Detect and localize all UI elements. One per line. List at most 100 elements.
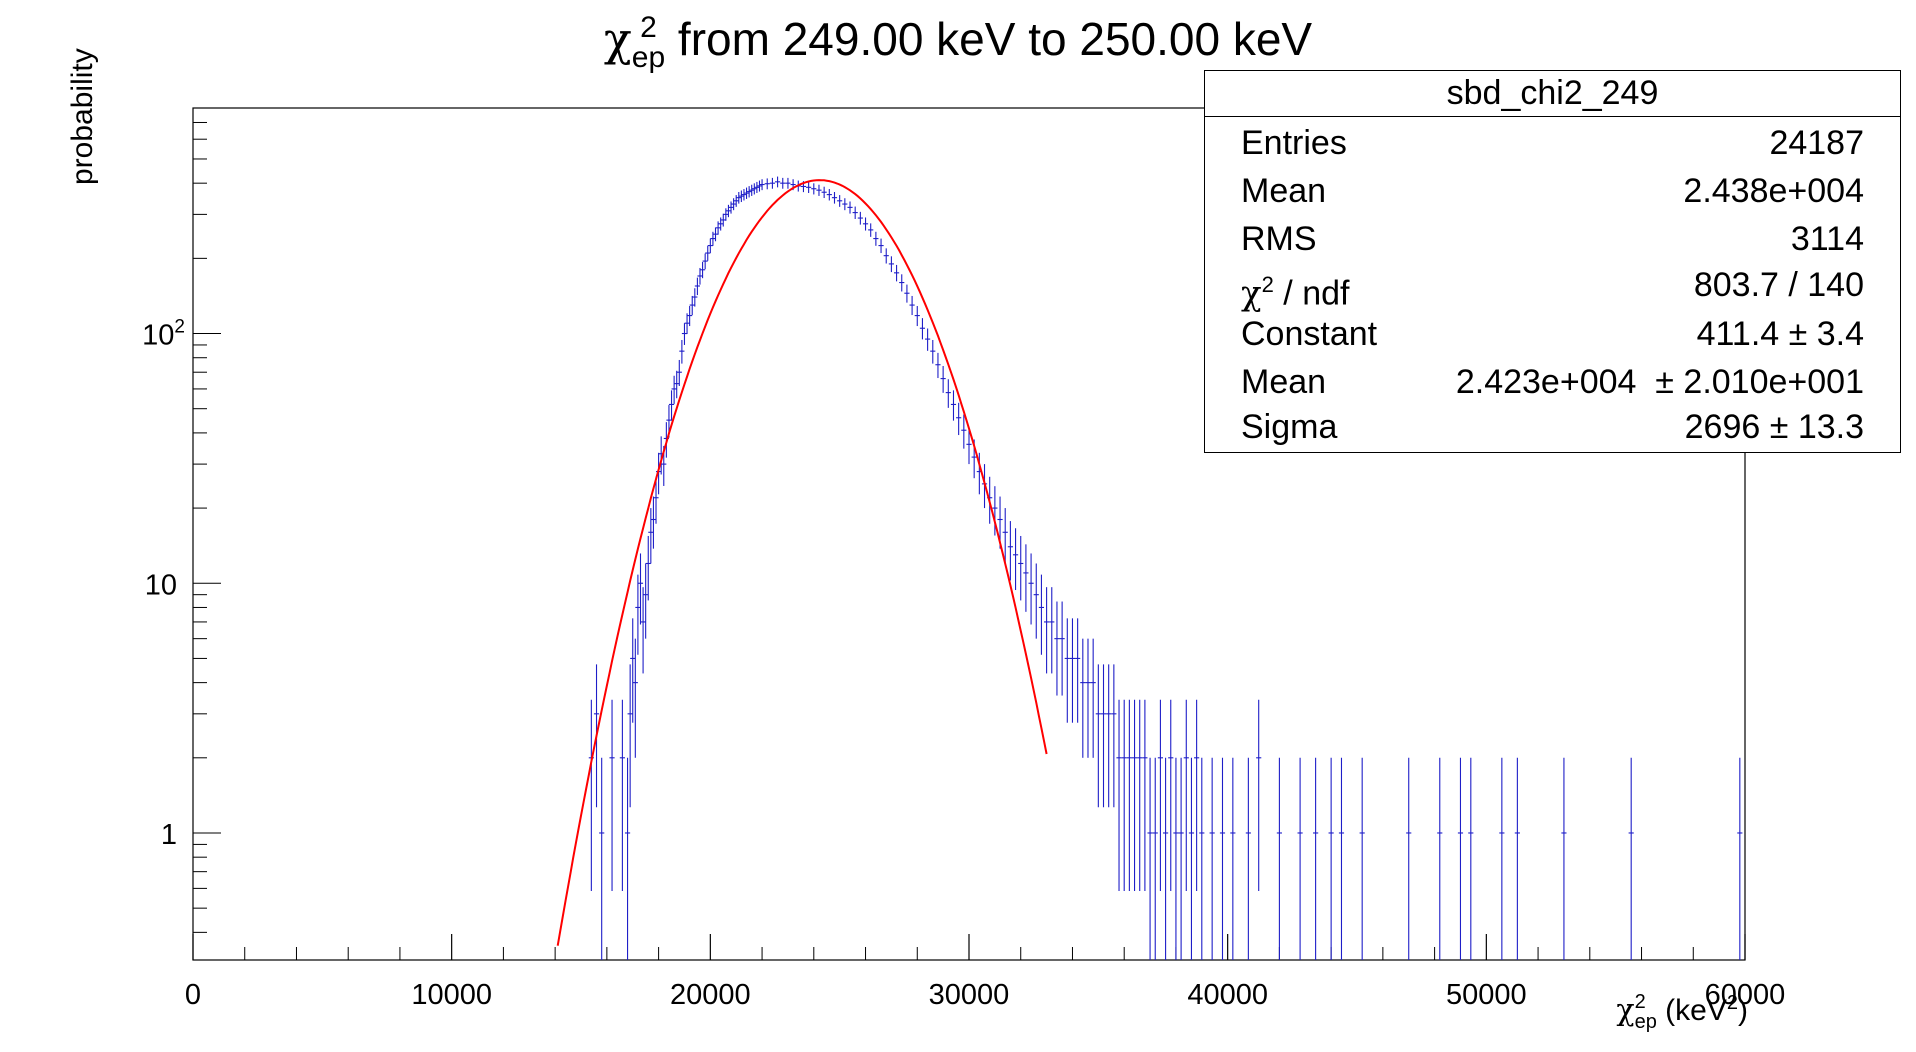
data-point	[1126, 699, 1132, 891]
data-point	[857, 211, 863, 225]
data-point	[702, 253, 708, 270]
data-point	[1121, 699, 1127, 891]
data-point	[609, 699, 615, 891]
data-point	[749, 184, 755, 196]
data-point	[653, 476, 659, 524]
data-point	[966, 427, 972, 465]
data-point	[731, 198, 737, 211]
xlabel-sup: 2	[1634, 991, 1646, 1014]
data-point	[878, 238, 884, 254]
data-point	[1080, 638, 1086, 758]
data-point	[1514, 757, 1520, 960]
chart-title: χ 2 ep from 249.00 keV to 250.00 keV	[0, 12, 1916, 73]
data-point	[764, 178, 770, 190]
data-point	[687, 306, 693, 327]
data-point	[630, 618, 636, 723]
data-point	[1437, 757, 1443, 960]
data-point	[648, 508, 654, 564]
data-point	[1628, 757, 1634, 960]
data-point	[741, 189, 747, 201]
data-point	[645, 535, 651, 601]
data-point	[785, 177, 791, 189]
data-point	[1023, 544, 1029, 612]
stats-label: Mean	[1241, 172, 1327, 210]
data-point	[904, 284, 910, 303]
data-point	[1100, 664, 1107, 808]
data-point	[831, 192, 838, 204]
data-point	[725, 204, 732, 218]
stats-value: 2.423e+004 ± 2.010e+001	[1455, 363, 1864, 401]
xlabel-unit-sup: 2	[1726, 992, 1738, 1014]
data-point	[1075, 618, 1081, 723]
data-point	[756, 180, 763, 192]
data-point	[1406, 757, 1412, 960]
data-point	[1007, 521, 1013, 581]
stats-title: sbd_chi2_249	[1205, 71, 1900, 117]
data-point	[1230, 757, 1236, 960]
data-point	[1049, 587, 1055, 674]
data-point	[780, 177, 786, 189]
data-point	[1038, 574, 1045, 655]
stats-row-chi2-ndf: χ2 / ndf 803.7 / 140	[1241, 265, 1864, 313]
data-point	[847, 201, 853, 214]
stats-label: Mean	[1241, 363, 1327, 401]
data-point	[712, 227, 719, 242]
stats-value: 2.438e+004	[1683, 172, 1864, 210]
data-point	[692, 288, 698, 307]
axes: 0 10000 20000 30000 40000 50000 60000 1 10 102	[142, 107, 1785, 1011]
data-point	[723, 208, 729, 221]
data-point	[1018, 535, 1024, 601]
title-text: from 249.00 keV to 250.00 keV	[665, 13, 1313, 65]
title-symbol: χ	[603, 12, 632, 66]
data-point	[743, 187, 750, 199]
data-point	[1338, 757, 1345, 960]
data-point	[635, 574, 641, 655]
stats-label: Constant	[1241, 315, 1378, 353]
data-point	[689, 295, 695, 316]
xlabel-symbol: χ	[1616, 993, 1635, 1028]
data-point	[650, 496, 657, 549]
stats-label: Sigma	[1241, 408, 1338, 446]
data-point	[914, 306, 920, 327]
chi-rest: / ndf	[1273, 274, 1350, 313]
x-tick-label: 0	[185, 979, 201, 1011]
data-point	[674, 370, 680, 399]
data-point	[873, 231, 879, 246]
data-point	[852, 206, 858, 219]
data-point	[736, 192, 742, 204]
stats-value: 411.4 ± 3.4	[1696, 315, 1864, 353]
data-point	[707, 238, 713, 254]
data-point	[1199, 757, 1205, 960]
stats-row-sigma: Sigma 2696 ± 13.3	[1241, 407, 1864, 447]
data-point	[806, 181, 812, 193]
data-point	[1256, 699, 1262, 891]
data-point	[754, 181, 760, 193]
data-point	[1209, 757, 1215, 960]
data-point	[1194, 699, 1200, 891]
data-point	[1297, 757, 1303, 960]
data-point	[671, 375, 677, 404]
data-point	[1152, 757, 1158, 960]
data-point	[643, 563, 649, 639]
data-point	[1561, 757, 1567, 960]
data-point	[1033, 563, 1039, 639]
stats-value: 3114	[1790, 220, 1864, 258]
data-point	[1457, 757, 1464, 960]
x-axis-label: χ 2 ep (keV2)	[1616, 992, 1748, 1032]
data-point	[940, 366, 946, 393]
data-point	[694, 277, 700, 296]
data-point	[992, 486, 998, 536]
data-point	[1090, 638, 1096, 758]
stats-box: sbd_chi2_249 Entries 24187 Mean 2.438e+0…	[1204, 70, 1901, 453]
data-point	[1178, 757, 1184, 960]
xlabel-text: (keV	[1656, 994, 1727, 1027]
data-point	[1012, 528, 1019, 591]
data-point	[1313, 757, 1319, 960]
data-point	[1276, 757, 1282, 960]
x-tick-label: 40000	[1187, 979, 1268, 1011]
data-point	[624, 757, 631, 960]
data-point	[1085, 638, 1091, 758]
data-point	[956, 402, 962, 436]
data-point	[1328, 757, 1334, 960]
data-point	[1188, 757, 1195, 960]
